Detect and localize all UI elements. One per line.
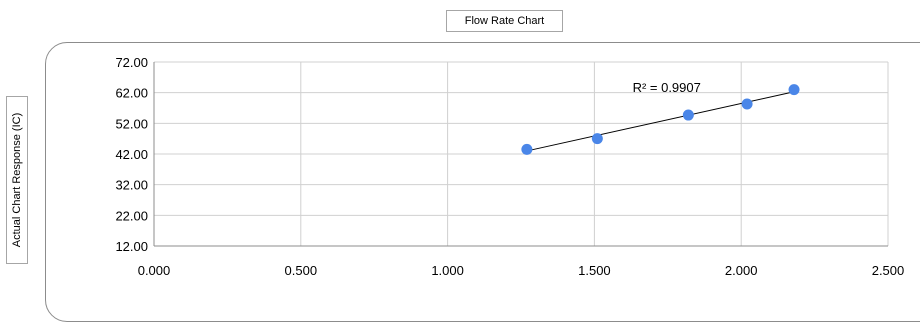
data-point <box>521 143 533 155</box>
x-tick-label: 0.500 <box>285 263 318 278</box>
x-tick-label: 2.500 <box>872 263 905 278</box>
y-tick-label: 42.00 <box>115 147 148 162</box>
chart-title: Flow Rate Chart <box>464 15 545 27</box>
y-tick-label: 52.00 <box>115 116 148 131</box>
x-tick-label: 2.000 <box>725 263 758 278</box>
y-axis-label-box: Actual Chart Response (IC) <box>6 96 28 264</box>
x-tick-label: 0.000 <box>138 263 171 278</box>
y-tick-label: 12.00 <box>115 239 148 254</box>
data-point <box>591 133 603 145</box>
data-point <box>741 98 753 110</box>
trendline <box>526 91 795 152</box>
x-tick-label: 1.500 <box>578 263 611 278</box>
y-tick-label: 62.00 <box>115 86 148 101</box>
plot-area-frame <box>45 42 920 322</box>
y-tick-label: 72.00 <box>115 55 148 70</box>
y-tick-label: 32.00 <box>115 178 148 193</box>
r-squared-annotation: R² = 0.9907 <box>633 80 701 95</box>
data-point <box>682 109 694 121</box>
x-tick-label: 1.000 <box>431 263 464 278</box>
y-tick-label: 22.00 <box>115 208 148 223</box>
data-point <box>788 84 800 96</box>
chart-title-box: Flow Rate Chart <box>446 10 563 32</box>
